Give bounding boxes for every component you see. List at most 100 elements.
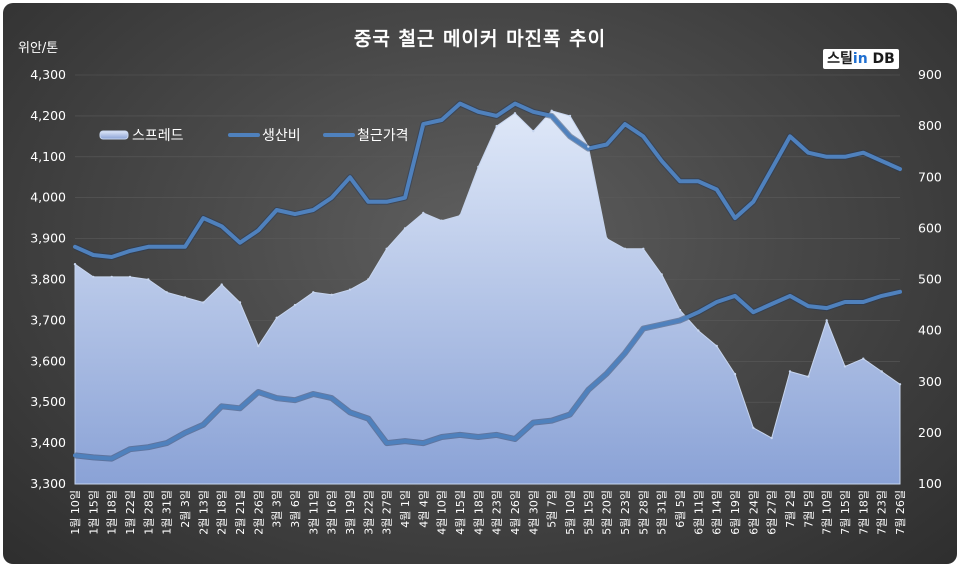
spread-point [898,383,902,386]
spread-point [715,344,718,348]
data-point [238,406,242,410]
spread-point [330,293,333,296]
data-point [550,114,554,118]
data-point [605,372,609,376]
x-tick-label: 5월 28일 [636,490,650,535]
data-point [366,200,370,204]
x-tick-label: 1월 28일 [141,490,155,535]
x-tick-label: 2월 3일 [178,490,192,528]
y-left-tick-label: 3,600 [30,353,66,368]
logo-part-3: DB [867,51,895,67]
line-layer [73,100,902,462]
data-point [733,294,737,298]
x-tick-label: 3월 27일 [380,490,394,535]
spread-point [165,291,168,294]
data-point [733,216,737,220]
data-point [91,455,95,459]
spread-point [513,112,517,115]
spread-point [348,288,352,291]
data-point [293,212,297,216]
data-point [825,306,829,310]
data-point [421,441,425,445]
x-tick-label: 1월 31일 [160,490,174,535]
data-point [201,216,205,220]
spread-point [367,278,370,281]
data-point [73,245,77,249]
data-point [476,110,480,114]
data-point [366,417,370,421]
chart-title: 중국 철근 메이커 마진폭 추이 [353,28,607,50]
x-tick-label: 7월 10일 [820,490,834,535]
x-tick-label: 6월 19일 [728,490,742,535]
x-tick-label: 5월 20일 [600,490,614,535]
y-right-tick-label: 600 [918,220,942,235]
x-tick-label: 5월 7일 [545,490,559,528]
spread-point [257,344,260,348]
spread-point [385,247,388,250]
axis-layer: 3,300 3,400 3,500 3,600 3,700 3,800 3,900 4,000… [30,67,942,535]
spread-point [477,165,480,169]
data-point [330,196,334,200]
data-point [458,102,462,106]
data-point [146,245,150,249]
data-point [531,421,535,425]
spread-point [605,237,608,240]
y-left-tick-label: 4,300 [30,67,66,82]
data-point [385,441,389,445]
data-point [641,327,645,331]
data-point [385,200,389,204]
spread-point [73,263,77,266]
data-point [696,310,700,314]
x-tick-label: 4월 18일 [471,490,485,535]
data-point [110,457,114,461]
spread-point [147,278,150,281]
x-tick-label: 3월 6일 [288,490,302,528]
y-left-tick-label: 3,700 [30,312,66,327]
x-tick-label: 4월 4일 [416,490,430,528]
data-point [165,441,169,445]
y-right-tick-label: 700 [918,169,942,184]
spread-point [275,316,278,319]
x-tick-label: 7월 18일 [856,490,870,535]
data-point [843,155,847,159]
spread-point [642,247,645,250]
data-point [715,187,719,192]
data-point [146,445,150,449]
data-point [183,431,187,435]
spread-point [403,227,407,230]
x-tick-label: 5월 31일 [655,490,669,535]
x-tick-label: 3월 19일 [343,490,357,535]
data-point [128,447,132,451]
x-tick-label: 5월 23일 [618,490,632,535]
x-tick-label: 3월 22일 [361,490,375,535]
spread-point [92,275,95,279]
x-tick-label: 6월 11일 [691,490,705,535]
data-point [256,390,260,394]
data-point [623,122,627,126]
x-tick-label: 5월 10일 [563,490,577,535]
steel-in-db-logo: 스틸in DB [823,49,899,69]
data-point [586,388,590,392]
data-point [293,398,297,402]
legend-label: 철근가격 [357,128,409,144]
x-tick-label: 3월 11일 [306,490,320,535]
data-point [678,179,682,183]
data-point [458,433,462,437]
spread-point [752,426,755,429]
spread-point [312,291,315,294]
data-point [641,134,645,138]
data-point [73,453,77,457]
data-point [788,134,792,138]
legend-label: 스프레드 [132,128,184,144]
y-right-tick-label: 500 [918,272,942,287]
data-point [861,151,865,155]
data-point [440,435,444,439]
data-point [348,175,352,179]
spread-point [495,124,498,128]
x-tick-label: 6월 24일 [746,490,760,535]
data-point [586,147,590,151]
data-point [880,294,884,298]
data-point [495,114,499,118]
data-point [843,300,847,304]
